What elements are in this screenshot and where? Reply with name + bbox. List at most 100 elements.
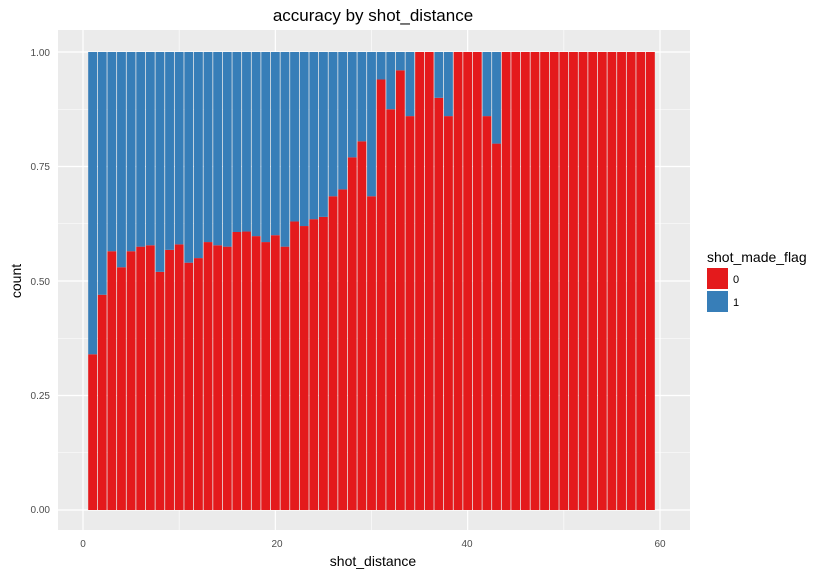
- bar-segment-flag-1: [193, 52, 203, 259]
- x-axis: 0 20 40 60: [80, 539, 666, 550]
- bar-segment-flag-1: [261, 52, 271, 243]
- bar-segment-flag-1: [270, 52, 280, 236]
- bar-segment-flag-1: [232, 52, 242, 232]
- y-tick-label: 0.00: [31, 505, 51, 516]
- bar-segment-flag-0: [617, 52, 626, 510]
- bar-segment-flag-1: [251, 52, 261, 237]
- x-axis-title: shot_distance: [330, 553, 417, 569]
- bar-segment-flag-0: [386, 109, 396, 510]
- bar-segment-flag-0: [597, 52, 607, 510]
- bar-segment-flag-0: [578, 52, 588, 510]
- bar-segment-flag-1: [405, 52, 415, 117]
- y-tick-label: 1.00: [31, 48, 51, 59]
- bar-segment-flag-1: [136, 52, 146, 247]
- bar-segment-flag-0: [645, 52, 655, 510]
- bar-segment-flag-0: [520, 52, 530, 510]
- y-tick-label: 0.25: [31, 391, 51, 402]
- bar-segment-flag-0: [261, 242, 271, 510]
- bar-segment-flag-0: [107, 251, 117, 511]
- y-tick-label: 0.75: [31, 162, 51, 173]
- bar-segment-flag-0: [155, 271, 165, 510]
- legend-swatch-0: [707, 268, 728, 289]
- bar-segment-flag-0: [453, 52, 463, 510]
- legend: shot_made_flag 0 1: [707, 249, 807, 312]
- bar-segment-flag-0: [174, 244, 184, 511]
- bar-segment-flag-0: [145, 245, 155, 510]
- bar-segment-flag-1: [165, 52, 174, 250]
- bar-segment-flag-0: [309, 219, 319, 511]
- bar-segment-flag-1: [126, 52, 136, 252]
- bar-segment-flag-1: [347, 52, 357, 158]
- bar-segment-flag-0: [213, 245, 223, 510]
- bar-segment-flag-1: [376, 52, 386, 80]
- bar-segment-flag-1: [280, 52, 290, 247]
- bar-segment-flag-1: [309, 52, 319, 220]
- y-axis-title: count: [8, 264, 24, 298]
- bar-segment-flag-0: [511, 52, 521, 510]
- bar-segment-flag-0: [588, 52, 598, 510]
- bar-segment-flag-0: [117, 267, 126, 510]
- bar-segment-flag-1: [290, 52, 299, 222]
- x-tick-label: 60: [654, 539, 666, 550]
- bar-segment-flag-1: [338, 52, 348, 190]
- bar-segment-flag-0: [376, 79, 386, 510]
- bar-segment-flag-0: [184, 262, 194, 510]
- chart-title: accuracy by shot_distance: [273, 6, 473, 25]
- bar-segment-flag-1: [386, 52, 396, 110]
- bar-segment-flag-0: [607, 52, 617, 510]
- bar-segment-flag-1: [357, 52, 367, 142]
- bar-segment-flag-0: [126, 251, 136, 511]
- bar-segment-flag-1: [222, 52, 232, 247]
- y-axis: 0.00 0.25 0.50 0.75 1.00: [31, 48, 51, 516]
- bar-segment-flag-1: [444, 52, 453, 117]
- bar-segment-flag-0: [434, 97, 444, 511]
- bar-segment-flag-0: [222, 246, 232, 510]
- bar-segment-flag-1: [434, 52, 444, 98]
- bar-segment-flag-1: [492, 52, 501, 144]
- bar-segment-flag-1: [117, 52, 126, 268]
- bar-segment-flag-0: [415, 52, 425, 510]
- bar-segment-flag-1: [155, 52, 165, 272]
- bar-segment-flag-0: [444, 116, 453, 511]
- bar-segment-flag-0: [530, 52, 540, 510]
- legend-title: shot_made_flag: [707, 249, 807, 265]
- bar-segment-flag-0: [318, 216, 328, 510]
- bar-segment-flag-0: [540, 52, 550, 510]
- bar-segment-flag-0: [472, 52, 482, 510]
- bar-segment-flag-0: [405, 116, 415, 511]
- bar-segment-flag-0: [347, 157, 357, 510]
- bar-segment-flag-1: [107, 52, 117, 252]
- bar-segment-flag-1: [145, 52, 155, 246]
- bar-segment-flag-1: [328, 52, 338, 197]
- legend-label-0: 0: [733, 274, 739, 286]
- bar-segment-flag-0: [482, 116, 492, 511]
- bar-segment-flag-0: [492, 143, 501, 510]
- bar-segment-flag-1: [203, 52, 213, 243]
- bar-segment-flag-0: [569, 52, 578, 510]
- bar-segment-flag-1: [299, 52, 309, 227]
- bar-segment-flag-0: [463, 52, 473, 510]
- bar-segment-flag-0: [367, 196, 376, 510]
- bar-segment-flag-1: [213, 52, 223, 246]
- bar-segment-flag-0: [357, 141, 367, 510]
- bar-segment-flag-0: [338, 189, 348, 510]
- bar-segment-flag-1: [367, 52, 376, 197]
- bar-segment-flag-0: [251, 236, 261, 510]
- bar-segment-flag-0: [424, 52, 434, 510]
- bar-segment-flag-0: [270, 235, 280, 510]
- bar-segment-flag-0: [242, 231, 251, 511]
- bar-segment-flag-0: [232, 231, 242, 511]
- bar-segment-flag-0: [636, 52, 646, 510]
- x-tick-label: 40: [461, 539, 473, 550]
- bar-segment-flag-0: [549, 52, 559, 510]
- bar-segment-flag-1: [242, 52, 251, 232]
- bar-segment-flag-0: [203, 242, 213, 510]
- bar-segment-flag-0: [165, 249, 174, 511]
- bar-segment-flag-1: [395, 52, 405, 71]
- bar-segment-flag-0: [501, 52, 511, 510]
- x-tick-label: 0: [80, 539, 86, 550]
- bar-segment-flag-0: [299, 226, 309, 511]
- bar-segment-flag-0: [97, 294, 107, 510]
- bar-segment-flag-0: [626, 52, 636, 510]
